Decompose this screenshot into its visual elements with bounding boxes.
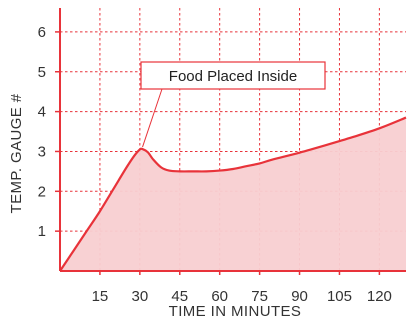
- x-tick-label: 15: [92, 288, 109, 305]
- x-axis-ticks: 15 30 45 60 75 90 105 120: [92, 271, 392, 305]
- y-axis-ticks: 1 2 3 4 5 6: [38, 24, 60, 240]
- series-area: [60, 117, 406, 271]
- y-tick-label: 4: [38, 104, 46, 121]
- y-tick-label: 3: [38, 143, 46, 160]
- x-tick-label: 75: [251, 288, 268, 305]
- y-tick-label: 5: [38, 64, 46, 81]
- axes: [59, 8, 406, 272]
- x-tick-label: 90: [291, 288, 308, 305]
- x-tick-label: 120: [367, 288, 392, 305]
- x-tick-label: 30: [132, 288, 149, 305]
- annotation-leader-line: [142, 88, 163, 148]
- x-axis-title: TIME IN MINUTES: [169, 303, 302, 320]
- y-axis-title: TEMP. GAUGE #: [8, 93, 25, 213]
- x-tick-label: 105: [327, 288, 352, 305]
- annotation-box: [140, 61, 326, 90]
- y-tick-label: 6: [38, 24, 46, 41]
- y-tick-label: 1: [38, 223, 46, 240]
- annotation-label: Food Placed Inside: [169, 68, 297, 85]
- x-tick-label: 45: [171, 288, 188, 305]
- series-line: [59, 116, 407, 272]
- y-tick-label: 2: [38, 183, 46, 200]
- x-tick-label: 60: [211, 288, 228, 305]
- annotation: Food Placed Inside: [140, 61, 326, 148]
